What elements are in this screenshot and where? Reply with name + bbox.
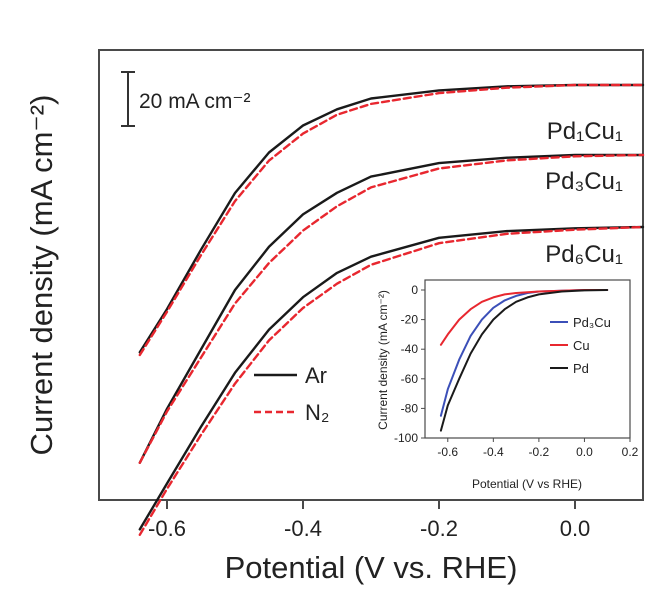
main-x-tick-label: -0.2 xyxy=(420,516,458,541)
inset-x-tick-label: -0.6 xyxy=(437,445,458,459)
main-x-axis-label: Potential (V vs. RHE) xyxy=(225,550,518,585)
inset-y-tick-label: -60 xyxy=(401,372,419,386)
group-label-pd3cu1: Pd₃Cu₁ xyxy=(545,168,623,195)
inset-series-line-pd xyxy=(439,289,609,432)
inset-chart: -0.6 -0.4 -0.2 0.0 0.2 0 -20 -40 -60 -80 -100 Pot… xyxy=(376,279,639,491)
inset-x-tick-label: 0.2 xyxy=(622,445,639,459)
main-x-tick-label: -0.6 xyxy=(148,516,186,541)
main-legend: Ar N₂ xyxy=(254,363,329,425)
inset-frame xyxy=(424,279,631,439)
inset-y-tick-label: 0 xyxy=(411,283,418,297)
legend-label-n2: N₂ xyxy=(305,400,329,425)
main-plot-frame xyxy=(98,49,644,501)
inset-y-tick-label: -80 xyxy=(401,401,419,415)
group-label-pd6cu1: Pd₆Cu₁ xyxy=(545,241,623,268)
inset-x-tick-label: -0.4 xyxy=(483,445,504,459)
group-label-pd1cu1: Pd₁Cu₁ xyxy=(547,118,623,145)
inset-x-tick-label: -0.2 xyxy=(529,445,550,459)
series-line-group3-ar xyxy=(138,225,645,531)
series-line-group2-ar xyxy=(138,153,645,464)
inset-x-axis: -0.6 -0.4 -0.2 0.0 0.2 xyxy=(437,438,639,459)
inset-y-tick-label: -100 xyxy=(394,431,418,445)
series-line-group3-n2 xyxy=(138,225,645,536)
inset-y-axis: 0 -20 -40 -60 -80 -100 xyxy=(394,283,425,445)
inset-legend: Pd₃Cu Cu Pd xyxy=(550,315,611,376)
inset-y-tick-label: -20 xyxy=(401,313,419,327)
inset-x-tick-label: 0.0 xyxy=(576,445,593,459)
legend-label-ar: Ar xyxy=(305,363,327,388)
main-x-tick-label: 0.0 xyxy=(560,516,591,541)
series-line-group1-n2 xyxy=(138,83,645,357)
main-x-tick-label: -0.4 xyxy=(284,516,322,541)
scale-bar: 20 mA cm⁻² xyxy=(121,71,250,127)
inset-y-axis-label: Current density (mA cm⁻²) xyxy=(376,290,390,430)
main-series-layer xyxy=(138,83,645,536)
main-y-axis-label: Current density (mA cm⁻²) xyxy=(24,95,59,456)
inset-legend-label-cu: Cu xyxy=(573,338,590,353)
inset-y-tick-label: -40 xyxy=(401,342,419,356)
scale-bar-label: 20 mA cm⁻² xyxy=(139,90,250,113)
inset-legend-label-pd: Pd xyxy=(573,361,589,376)
main-x-axis: -0.6 -0.4 -0.2 0.0 xyxy=(148,500,590,541)
inset-series-layer xyxy=(439,289,609,432)
series-line-group2-n2 xyxy=(138,153,645,464)
inset-legend-label-pd3cu: Pd₃Cu xyxy=(573,315,611,330)
inset-x-axis-label: Potential (V vs RHE) xyxy=(472,477,582,491)
